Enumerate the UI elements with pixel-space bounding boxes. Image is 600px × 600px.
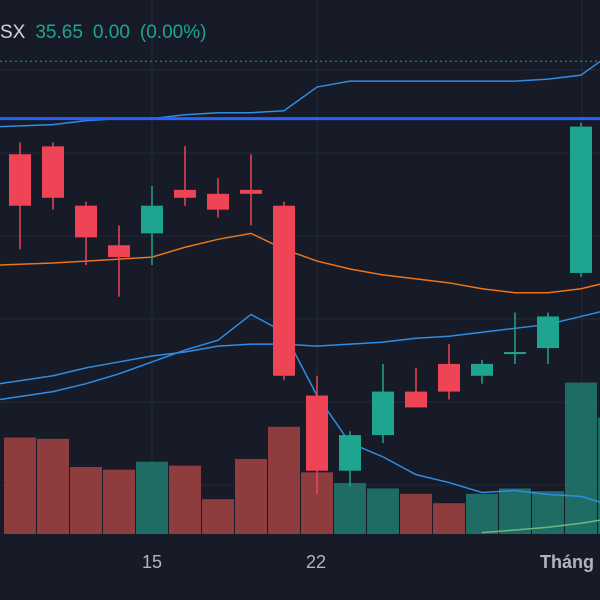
candle-body — [174, 189, 196, 198]
bollinger-lower-line — [0, 313, 600, 508]
candle-body — [372, 391, 394, 436]
volume-ma-line — [481, 519, 600, 534]
bollinger-extra-line — [0, 307, 600, 385]
volume-bar — [169, 465, 201, 534]
candle-body — [42, 146, 64, 198]
volume-bar — [4, 437, 36, 534]
candle-body — [537, 316, 559, 349]
volume-bar — [70, 467, 102, 534]
x-tick-label: Tháng — [540, 552, 594, 572]
volume-bars — [4, 382, 600, 534]
x-tick-label: 22 — [306, 552, 326, 572]
bollinger-upper-line — [0, 50, 600, 128]
candle-body — [570, 126, 592, 273]
candles[interactable] — [9, 28, 600, 495]
volume-bar — [499, 488, 531, 534]
volume-bar — [433, 503, 465, 534]
candle-body — [438, 363, 460, 392]
x-axis: 15 22 Tháng — [0, 534, 600, 600]
volume-bar — [598, 417, 600, 534]
level-lines — [0, 60, 600, 121]
candle-body — [141, 205, 163, 234]
candle-body — [75, 205, 97, 238]
price-change-percent: (0.00%) — [139, 22, 207, 43]
volume-bar — [103, 469, 135, 534]
moving-average-line — [0, 232, 600, 294]
volume-bar — [565, 382, 597, 534]
volume-bar — [400, 493, 432, 534]
candle-body — [273, 205, 295, 376]
volume-bar — [367, 488, 399, 534]
candle-body — [339, 435, 361, 471]
last-price: 35.65 — [35, 22, 83, 43]
candle-body — [405, 391, 427, 408]
symbol-legend: SX 35.65 0.00 (0.00%) — [0, 20, 206, 46]
ticker-symbol: SX — [0, 22, 26, 43]
volume-bar — [466, 493, 498, 534]
volume-bar — [202, 499, 234, 534]
candle-body — [504, 352, 526, 355]
volume-bar — [268, 426, 300, 534]
volume-bar — [334, 483, 366, 534]
candle-body — [207, 193, 229, 210]
candle-body — [240, 189, 262, 194]
price-change: 0.00 — [92, 22, 130, 43]
x-axis-background — [0, 534, 600, 600]
volume-ma — [481, 519, 600, 534]
x-tick-label: 15 — [142, 552, 162, 572]
candle-body — [9, 154, 31, 206]
volume-bar — [235, 458, 267, 534]
candle-body — [471, 363, 493, 376]
volume-bar — [37, 438, 69, 534]
candle-body — [108, 245, 130, 258]
volume-bar — [136, 461, 168, 534]
candle-body — [306, 395, 328, 471]
